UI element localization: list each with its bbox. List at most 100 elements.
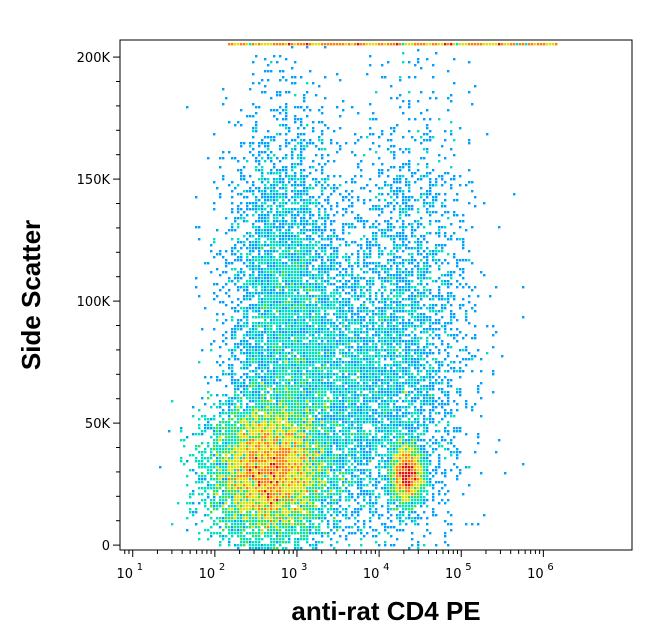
event-point (303, 202, 306, 205)
event-point (282, 199, 285, 202)
event-point (285, 241, 288, 244)
event-point (429, 292, 432, 295)
event-point (252, 103, 255, 106)
event-point (279, 145, 282, 148)
event-point (369, 418, 372, 421)
event-point (546, 43, 549, 46)
event-point (363, 154, 366, 157)
event-point (279, 259, 282, 262)
event-point (438, 295, 441, 298)
event-point (414, 310, 417, 313)
event-point (279, 295, 282, 298)
event-point (273, 109, 276, 112)
event-point (486, 133, 489, 136)
event-point (432, 337, 435, 340)
event-point (447, 253, 450, 256)
event-point (342, 232, 345, 235)
event-point (357, 361, 360, 364)
event-point (345, 208, 348, 211)
event-point (369, 148, 372, 151)
event-point (228, 43, 231, 46)
event-point (303, 208, 306, 211)
event-point (399, 337, 402, 340)
event-point (237, 325, 240, 328)
event-point (315, 382, 318, 385)
event-point (363, 199, 366, 202)
event-point (225, 412, 228, 415)
event-point (294, 322, 297, 325)
event-point (312, 403, 315, 406)
event-point (459, 268, 462, 271)
event-point (333, 229, 336, 232)
event-point (288, 250, 291, 253)
event-point (261, 202, 264, 205)
event-point (300, 106, 303, 109)
event-point (468, 322, 471, 325)
event-point (279, 211, 282, 214)
event-point (327, 355, 330, 358)
event-point (360, 415, 363, 418)
event-point (279, 334, 282, 337)
event-point (396, 286, 399, 289)
event-point (411, 247, 414, 250)
event-point (420, 157, 423, 160)
event-point (321, 142, 324, 145)
event-point (453, 178, 456, 181)
event-point (420, 391, 423, 394)
event-point (312, 418, 315, 421)
event-point (282, 76, 285, 79)
event-point (405, 358, 408, 361)
event-point (417, 220, 420, 223)
event-point (348, 322, 351, 325)
event-point (276, 262, 279, 265)
event-point (378, 367, 381, 370)
event-point (306, 418, 309, 421)
event-point (417, 247, 420, 250)
event-point (363, 223, 366, 226)
event-point (360, 268, 363, 271)
event-point (330, 355, 333, 358)
event-point (390, 319, 393, 322)
event-point (318, 367, 321, 370)
event-point (285, 388, 288, 391)
event-point (405, 178, 408, 181)
event-point (237, 394, 240, 397)
event-point (375, 118, 378, 121)
event-point (420, 307, 423, 310)
event-point (396, 271, 399, 274)
event-point (291, 397, 294, 400)
event-point (450, 313, 453, 316)
event-point (330, 373, 333, 376)
event-point (459, 331, 462, 334)
event-point (267, 379, 270, 382)
event-point (306, 295, 309, 298)
event-point (246, 283, 249, 286)
event-point (297, 379, 300, 382)
event-point (252, 223, 255, 226)
event-point (414, 376, 417, 379)
event-point (282, 343, 285, 346)
event-point (423, 292, 426, 295)
event-point (435, 334, 438, 337)
event-point (429, 193, 432, 196)
event-point (282, 157, 285, 160)
event-point (294, 163, 297, 166)
event-point (243, 322, 246, 325)
event-point (285, 364, 288, 367)
event-point (264, 250, 267, 253)
event-point (321, 391, 324, 394)
event-point (303, 415, 306, 418)
event-point (369, 253, 372, 256)
event-point (252, 379, 255, 382)
event-point (348, 310, 351, 313)
event-point (405, 409, 408, 412)
event-point (255, 328, 258, 331)
event-point (396, 421, 399, 424)
event-point (258, 364, 261, 367)
event-point (387, 61, 390, 64)
event-point (237, 193, 240, 196)
event-point (399, 340, 402, 343)
event-point (300, 340, 303, 343)
event-point (315, 184, 318, 187)
event-point (402, 151, 405, 154)
